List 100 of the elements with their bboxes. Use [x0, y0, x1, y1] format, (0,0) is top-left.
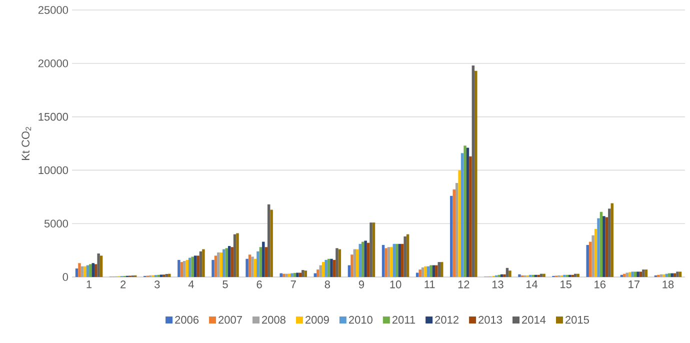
bar: [348, 265, 351, 277]
bar: [202, 249, 205, 277]
bar: [293, 272, 296, 277]
bar: [262, 242, 265, 277]
x-tick-label: 10: [390, 280, 402, 288]
bar: [631, 272, 634, 277]
bar: [165, 274, 168, 277]
bar: [214, 256, 218, 277]
bar: [89, 264, 92, 277]
y-axis-title: Kt CO$_{2}$: [22, 127, 32, 160]
bar: [600, 212, 603, 277]
bar: [426, 266, 430, 277]
y-tick-label: 15000: [38, 112, 68, 121]
bar: [180, 262, 184, 277]
bar: [199, 251, 202, 277]
bar: [392, 244, 396, 277]
bar: [676, 272, 679, 277]
x-tick-label: 4: [188, 280, 194, 288]
bar: [248, 254, 252, 277]
bar: [586, 244, 589, 277]
bar: [382, 244, 385, 277]
bar: [432, 265, 436, 277]
bar: [290, 273, 294, 277]
bar: [455, 183, 458, 277]
bar: [438, 262, 440, 277]
bar: [236, 233, 239, 277]
bar: [542, 274, 546, 277]
bar: [597, 218, 600, 277]
bar: [100, 256, 103, 277]
y-tick-label: 20000: [38, 60, 68, 68]
legend-label: 2006: [175, 316, 199, 324]
bar: [460, 153, 464, 277]
bar: [576, 274, 580, 277]
bar: [168, 274, 171, 277]
bar: [319, 265, 322, 277]
bar: [285, 274, 288, 277]
y-tick-label: 25000: [38, 6, 68, 14]
bar: [472, 66, 475, 277]
bar: [259, 247, 262, 277]
bar: [75, 268, 78, 277]
bar: [518, 274, 521, 277]
bar: [254, 258, 257, 277]
bar: [642, 270, 645, 277]
legend-label: 2012: [435, 316, 458, 324]
bar: [233, 234, 236, 277]
bar: [230, 247, 234, 277]
bar: [450, 196, 453, 277]
bar: [458, 170, 461, 277]
legend-label: 2015: [566, 316, 589, 324]
bar: [358, 244, 362, 277]
bar: [435, 265, 438, 277]
bar: [406, 234, 410, 277]
bar: [384, 248, 388, 277]
bar: [678, 272, 682, 277]
bar: [452, 189, 456, 277]
bar: [267, 204, 270, 277]
bar: [217, 252, 220, 277]
bar: [508, 270, 512, 277]
bar: [474, 70, 478, 277]
bar: [398, 244, 401, 277]
bar: [94, 264, 98, 277]
bar: [440, 262, 444, 277]
bar: [464, 146, 466, 277]
bar: [178, 260, 180, 277]
bar: [298, 272, 302, 277]
bar: [256, 251, 260, 277]
bar: [605, 217, 608, 277]
bar: [270, 210, 273, 277]
bar: [594, 228, 598, 277]
x-tick-label: 18: [662, 280, 674, 288]
bar: [634, 272, 637, 277]
bar: [662, 274, 666, 277]
x-tick-label: 7: [290, 280, 296, 288]
bar: [336, 248, 338, 277]
bar: [92, 263, 94, 277]
bar: [264, 247, 268, 277]
bar: [424, 266, 427, 277]
bar: [390, 247, 393, 277]
bar: [196, 256, 200, 277]
bar: [302, 270, 304, 277]
bar: [84, 266, 86, 277]
legend-label: 2008: [262, 316, 286, 324]
bar: [608, 208, 611, 277]
x-tick-label: 16: [594, 280, 606, 288]
legend-label: 2011: [392, 316, 416, 324]
bar: [304, 270, 307, 277]
bar: [466, 148, 470, 277]
x-tick-label: 15: [560, 280, 572, 288]
bar: [353, 249, 356, 277]
bar: [220, 252, 223, 277]
legend-label: 2009: [306, 316, 329, 324]
legend-label: 2007: [218, 316, 242, 324]
x-tick-label: 5: [222, 280, 228, 288]
bar: [280, 273, 282, 277]
y-tick-label: 10000: [38, 166, 68, 174]
bar: [592, 235, 594, 277]
bar: [251, 256, 254, 277]
bar: [327, 258, 330, 277]
bar: [80, 266, 84, 277]
x-tick-label: 11: [424, 280, 435, 288]
